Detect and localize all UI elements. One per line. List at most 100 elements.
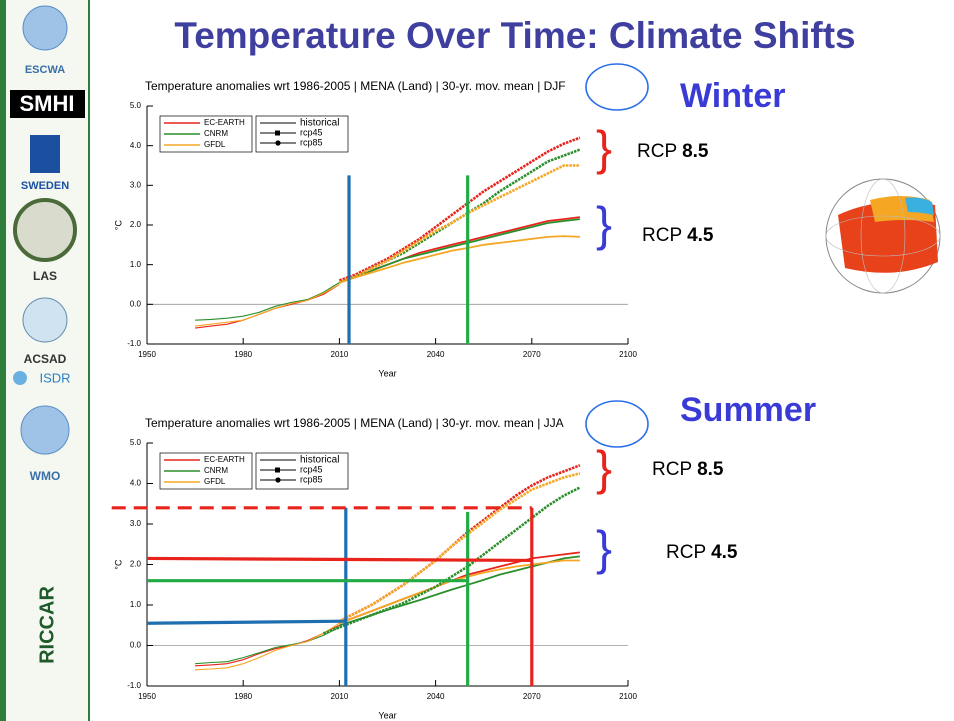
y-tick-label: 3.0 bbox=[130, 519, 142, 528]
logo-label: LAS bbox=[33, 269, 57, 283]
logo bbox=[20, 405, 70, 455]
legend-marker bbox=[275, 467, 280, 473]
logo-label: ESCWA bbox=[25, 64, 65, 76]
series-line bbox=[195, 284, 340, 327]
logo-label: ACSAD bbox=[24, 352, 67, 366]
legend-label: CNRM bbox=[204, 466, 228, 475]
y-tick-label: 4.0 bbox=[130, 141, 142, 150]
legend-label: CNRM bbox=[204, 129, 228, 138]
y-tick-label: 1.0 bbox=[130, 600, 142, 609]
season-label: Summer bbox=[680, 391, 816, 429]
slide-title: Temperature Over Time: Climate Shifts bbox=[174, 15, 855, 56]
season-label: Winter bbox=[680, 77, 785, 115]
logo bbox=[10, 90, 85, 118]
rcp-text: RCP bbox=[642, 225, 682, 246]
logo-label: SWEDEN bbox=[21, 180, 69, 192]
x-tick-label: 2040 bbox=[427, 692, 445, 701]
highlight-circle bbox=[585, 63, 649, 111]
legend-label: EC-EARTH bbox=[204, 118, 245, 127]
rcp-label: RCP 8.5 bbox=[637, 141, 709, 162]
y-tick-label: 5.0 bbox=[130, 101, 142, 110]
sidebar-edge bbox=[88, 0, 90, 721]
legend-label: EC-EARTH bbox=[204, 455, 245, 464]
legend-label: historical bbox=[300, 118, 339, 129]
rcp-label: RCP 4.5 bbox=[666, 542, 738, 563]
series-line bbox=[339, 235, 580, 284]
y-tick-label: 0.0 bbox=[130, 641, 142, 650]
globe bbox=[825, 178, 941, 294]
x-tick-label: 2100 bbox=[619, 692, 637, 701]
y-tick-label: 0.0 bbox=[130, 299, 142, 308]
legend-box bbox=[255, 115, 349, 153]
sidebar-strip bbox=[0, 0, 6, 721]
legend-label: rcp45 bbox=[300, 127, 323, 137]
y-tick-label: 5.0 bbox=[130, 438, 142, 447]
legend-marker bbox=[275, 477, 281, 483]
y-tick-label: 3.0 bbox=[130, 180, 142, 189]
series-line bbox=[322, 486, 581, 635]
series-line bbox=[338, 472, 581, 623]
rcp-label: RCP 4.5 bbox=[642, 225, 714, 246]
rcp-label: RCP 8.5 bbox=[652, 459, 724, 480]
series-line bbox=[339, 559, 580, 625]
x-tick-label: 1950 bbox=[138, 350, 156, 359]
x-tick-label: 2100 bbox=[619, 350, 637, 359]
y-tick-label: -1.0 bbox=[127, 339, 141, 348]
logo bbox=[13, 198, 77, 262]
x-tick-label: 1980 bbox=[234, 350, 252, 359]
series-line bbox=[339, 218, 581, 284]
rcp-value: 4.5 bbox=[711, 542, 738, 563]
chart-title: Temperature anomalies wrt 1986-2005 | ME… bbox=[145, 416, 564, 430]
globe-grid bbox=[860, 178, 906, 294]
legend-label: rcp85 bbox=[300, 474, 323, 484]
y-tick-label: -1.0 bbox=[127, 681, 141, 690]
y-axis-label: °C bbox=[113, 219, 123, 230]
logo bbox=[30, 135, 60, 173]
chart-title: Temperature anomalies wrt 1986-2005 | ME… bbox=[145, 79, 566, 93]
highlight-circle bbox=[585, 400, 649, 448]
rcp-text: RCP bbox=[666, 542, 706, 563]
legend-label: GFDL bbox=[204, 140, 226, 149]
x-tick-label: 2010 bbox=[331, 692, 349, 701]
rcp-text: RCP bbox=[637, 141, 677, 162]
legend-label: GFDL bbox=[204, 477, 226, 486]
rcp-text: RCP bbox=[652, 459, 692, 480]
series-line bbox=[338, 464, 581, 623]
sidebar-label: RICCAR bbox=[36, 586, 58, 664]
legend-label: rcp85 bbox=[300, 137, 323, 147]
chart: Temperature anomalies wrt 1986-2005 | ME… bbox=[111, 400, 649, 720]
logo-label: SMHI bbox=[20, 91, 75, 116]
x-tick-label: 2070 bbox=[523, 692, 541, 701]
rcp-value: 8.5 bbox=[697, 459, 724, 480]
logo bbox=[13, 371, 27, 385]
rcp-value: 8.5 bbox=[682, 141, 709, 162]
x-tick-label: 2040 bbox=[427, 350, 445, 359]
chart: Temperature anomalies wrt 1986-2005 | ME… bbox=[113, 63, 649, 378]
y-tick-label: 4.0 bbox=[130, 479, 142, 488]
y-tick-label: 1.0 bbox=[130, 260, 142, 269]
sidebar bbox=[0, 0, 90, 721]
x-axis-label: Year bbox=[378, 368, 396, 378]
y-tick-label: 2.0 bbox=[130, 220, 142, 229]
globe-region bbox=[905, 197, 934, 215]
brace: } bbox=[596, 523, 612, 576]
logo-label: ISDR bbox=[39, 370, 70, 385]
legend-label: rcp45 bbox=[300, 464, 323, 474]
y-axis-label: °C bbox=[113, 559, 123, 570]
x-tick-label: 2010 bbox=[331, 350, 349, 359]
x-tick-label: 1980 bbox=[234, 692, 252, 701]
brace: } bbox=[596, 199, 612, 252]
legend-marker bbox=[275, 130, 280, 136]
guide-line bbox=[146, 619, 346, 625]
x-tick-label: 1950 bbox=[138, 692, 156, 701]
series-line bbox=[195, 626, 340, 665]
legend-marker bbox=[275, 140, 281, 146]
brace: } bbox=[596, 123, 612, 176]
logo bbox=[22, 5, 68, 51]
y-tick-label: 2.0 bbox=[130, 560, 142, 569]
legend-label: historical bbox=[300, 455, 339, 466]
x-tick-label: 2070 bbox=[523, 350, 541, 359]
x-axis-label: Year bbox=[378, 710, 396, 720]
